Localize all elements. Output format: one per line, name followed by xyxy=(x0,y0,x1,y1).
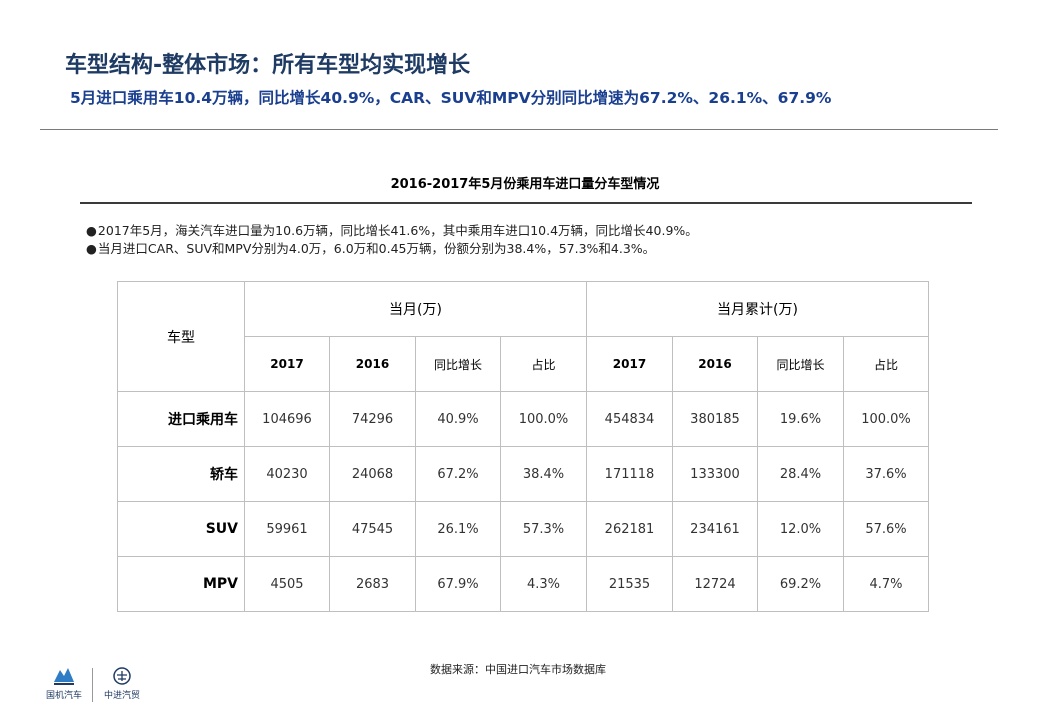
table-title-divider xyxy=(80,202,972,204)
group-header-cumulative: 当月累计(万) xyxy=(586,281,929,337)
row-label: MPV xyxy=(117,556,245,612)
table-cell: 100.0% xyxy=(843,391,929,447)
table-row: SUV 59961 47545 26.1% 57.3% 262181 23416… xyxy=(117,501,929,557)
table-cell: 454834 xyxy=(586,391,673,447)
column-header: 2016 xyxy=(329,336,416,392)
table-cell: 4505 xyxy=(244,556,330,612)
row-label: 轿车 xyxy=(117,446,245,502)
column-header: 同比增长 xyxy=(415,336,501,392)
table-cell: 4.3% xyxy=(500,556,587,612)
row-label: SUV xyxy=(117,501,245,557)
logo-right-text: 中进汽贸 xyxy=(103,691,140,701)
group-header-monthly: 当月(万) xyxy=(244,281,587,337)
column-header: 2017 xyxy=(244,336,330,392)
bullet-list: ●2017年5月，海关汽车进口量为10.6万辆，同比增长41.6%，其中乘用车进… xyxy=(86,222,698,258)
column-header: 占比 xyxy=(500,336,587,392)
data-source-note: 数据来源：中国进口汽车市场数据库 xyxy=(430,663,606,676)
table-cell: 67.9% xyxy=(415,556,501,612)
bullet-icon: ● xyxy=(86,241,97,256)
logo-divider xyxy=(92,668,93,702)
table-cell: 2683 xyxy=(329,556,416,612)
table-cell: 12.0% xyxy=(757,501,844,557)
table-cell: 19.6% xyxy=(757,391,844,447)
table-cell: 38.4% xyxy=(500,446,587,502)
table-title: 2016-2017年5月份乘用车进口量分车型情况 xyxy=(390,177,660,192)
table-cell: 40.9% xyxy=(415,391,501,447)
bullet-item: ●当月进口CAR、SUV和MPV分别为4.0万，6.0万和0.45万辆，份额分别… xyxy=(86,240,698,258)
table-cell: 28.4% xyxy=(757,446,844,502)
corner-header: 车型 xyxy=(117,281,245,392)
bullet-icon: ● xyxy=(86,223,97,238)
table-cell: 26.1% xyxy=(415,501,501,557)
table-row: 轿车 40230 24068 67.2% 38.4% 171118 133300… xyxy=(117,446,929,502)
page-subtitle: 5月进口乘用车10.4万辆，同比增长40.9%，CAR、SUV和MPV分别同比增… xyxy=(70,89,832,107)
table-cell: 133300 xyxy=(672,446,758,502)
row-label: 进口乘用车 xyxy=(117,391,245,447)
column-header: 2016 xyxy=(672,336,758,392)
column-header: 占比 xyxy=(843,336,929,392)
column-header: 同比增长 xyxy=(757,336,844,392)
header-divider xyxy=(40,129,998,130)
table-cell: 12724 xyxy=(672,556,758,612)
table-cell: 47545 xyxy=(329,501,416,557)
table-cell: 57.3% xyxy=(500,501,587,557)
table-cell: 40230 xyxy=(244,446,330,502)
sinomach-auto-logo: 国机汽车 xyxy=(40,666,88,701)
page-title: 车型结构-整体市场：所有车型均实现增长 xyxy=(65,53,471,78)
table-row: MPV 4505 2683 67.9% 4.3% 21535 12724 69.… xyxy=(117,556,929,612)
table-cell: 57.6% xyxy=(843,501,929,557)
table-cell: 100.0% xyxy=(500,391,587,447)
mountain-logo-icon xyxy=(54,668,74,685)
table-cell: 4.7% xyxy=(843,556,929,612)
table-cell: 380185 xyxy=(672,391,758,447)
table-cell: 74296 xyxy=(329,391,416,447)
logo-left-text: 国机汽车 xyxy=(45,691,82,701)
table-cell: 262181 xyxy=(586,501,673,557)
table-cell: 24068 xyxy=(329,446,416,502)
table-cell: 104696 xyxy=(244,391,330,447)
table-cell: 234161 xyxy=(672,501,758,557)
table-cell: 69.2% xyxy=(757,556,844,612)
vehicle-type-table: 车型 当月(万) 当月累计(万) 2017 2016 同比增长 占比 2017 … xyxy=(117,281,929,612)
bullet-text: 当月进口CAR、SUV和MPV分别为4.0万，6.0万和0.45万辆，份额分别为… xyxy=(97,241,656,256)
bullet-item: ●2017年5月，海关汽车进口量为10.6万辆，同比增长41.6%，其中乘用车进… xyxy=(86,222,698,240)
table-cell: 171118 xyxy=(586,446,673,502)
table-cell: 37.6% xyxy=(843,446,929,502)
column-header: 2017 xyxy=(586,336,673,392)
table-cell: 21535 xyxy=(586,556,673,612)
table-cell: 67.2% xyxy=(415,446,501,502)
bullet-text: 2017年5月，海关汽车进口量为10.6万辆，同比增长41.6%，其中乘用车进口… xyxy=(97,223,698,238)
company-logos: 国机汽车 中进汽贸 xyxy=(40,666,150,706)
circle-emblem-icon xyxy=(113,667,131,685)
table-cell: 59961 xyxy=(244,501,330,557)
cntic-trading-logo: 中进汽贸 xyxy=(96,666,148,701)
table-row: 进口乘用车 104696 74296 40.9% 100.0% 454834 3… xyxy=(117,391,929,447)
